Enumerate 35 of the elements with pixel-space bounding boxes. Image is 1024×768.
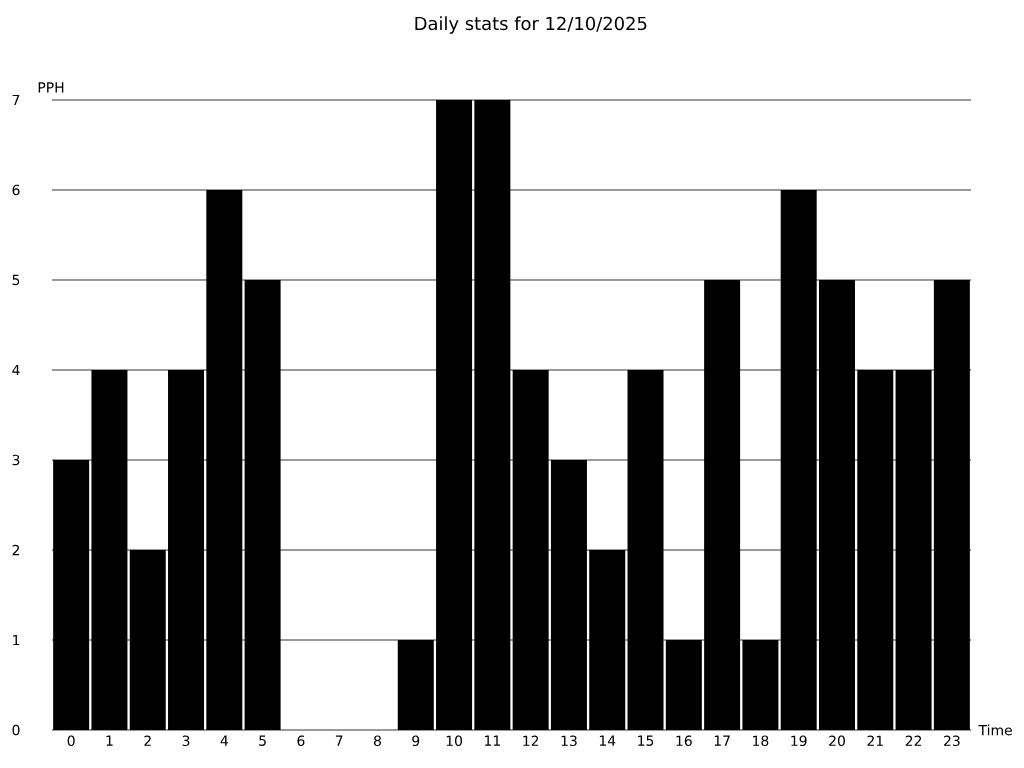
chart-title: Daily stats for 12/10/2025	[415, 16, 647, 34]
x-tick-label: 1	[106, 735, 113, 746]
x-tick-label: 4	[220, 735, 228, 746]
x-tick-label: 10	[446, 735, 463, 747]
y-tick-label: 7	[12, 94, 20, 106]
x-tick-label: 9	[412, 735, 420, 747]
x-tick-label: 0	[67, 735, 75, 747]
x-axis-title: Time	[978, 724, 1012, 736]
x-tick-label: 18	[753, 735, 769, 747]
y-tick-label: 1	[13, 634, 20, 646]
x-tick-label: 13	[561, 735, 577, 747]
x-tick-label: 16	[676, 735, 692, 747]
x-tick-label: 6	[297, 735, 305, 747]
x-tick-label: 20	[829, 735, 845, 747]
x-tick-label: 12	[523, 735, 539, 746]
x-tick-label: 3	[182, 735, 190, 747]
x-tick-label: 15	[638, 735, 654, 746]
x-tick-label: 5	[259, 735, 266, 746]
x-tick-label: 11	[485, 735, 500, 746]
x-tick-label: 2	[144, 735, 151, 746]
x-tick-label: 17	[714, 735, 730, 746]
y-tick-label: 6	[12, 184, 20, 196]
y-tick-label: 5	[12, 274, 20, 286]
x-tick-label: 8	[374, 735, 381, 747]
x-tick-label: 22	[905, 735, 922, 746]
y-tick-label: 2	[12, 544, 20, 556]
y-axis-title: PPH	[38, 82, 64, 93]
x-tick-label: 19	[791, 735, 807, 747]
y-tick-label: 3	[12, 454, 20, 466]
y-tick-label: 4	[12, 364, 20, 376]
y-tick-label: 0	[12, 724, 20, 736]
x-tick-label: 21	[867, 735, 883, 746]
x-tick-label: 7	[335, 735, 343, 746]
x-tick-label: 14	[599, 735, 616, 746]
x-tick-label: 23	[944, 735, 960, 747]
